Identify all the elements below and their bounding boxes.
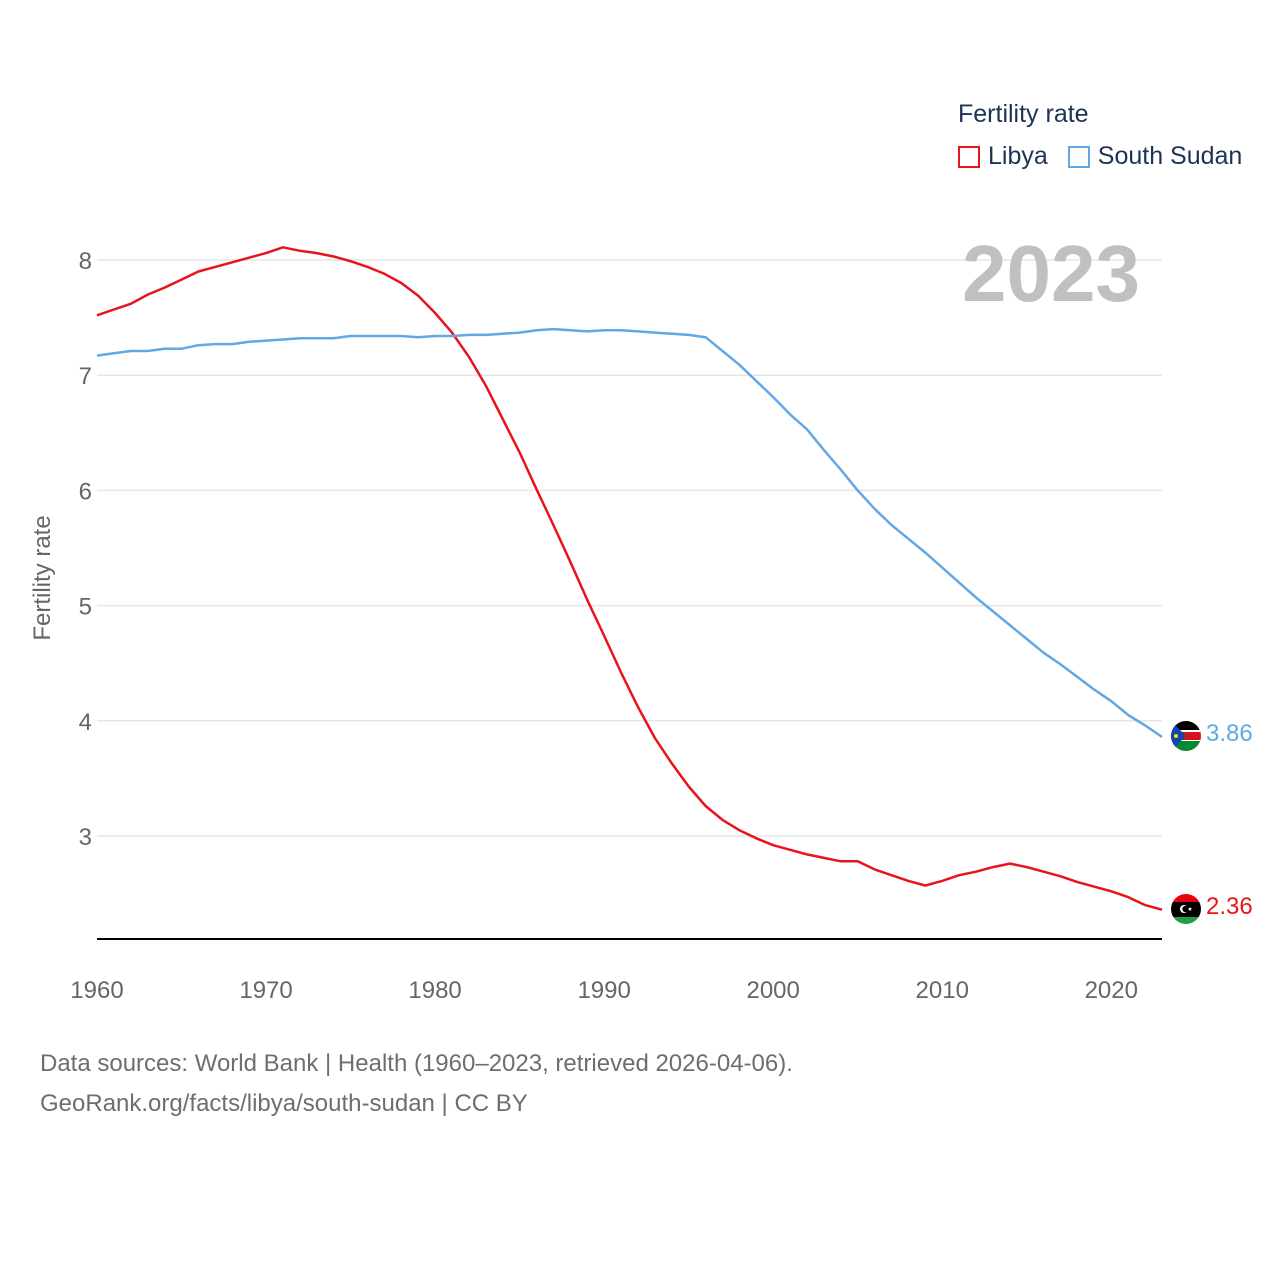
x-tick-label: 1990 <box>577 977 630 1004</box>
end-markers <box>1171 721 1201 924</box>
y-tick-label: 7 <box>79 363 92 390</box>
y-tick-label: 8 <box>79 248 92 275</box>
y-tick-label: 4 <box>79 709 92 736</box>
south-sudan-flag-icon <box>1171 721 1201 751</box>
legend-item-south-sudan[interactable]: South Sudan <box>1067 142 1243 171</box>
legend-label-libya: Libya <box>988 142 1048 170</box>
legend: Libya South Sudan <box>958 142 1262 171</box>
legend-swatch-libya <box>958 145 980 168</box>
series-line-south-sudan[interactable] <box>96 327 1163 738</box>
y-tick-label: 5 <box>79 594 92 621</box>
x-tick-label: 2020 <box>1085 977 1138 1004</box>
legend-label-south-sudan: South Sudan <box>1097 142 1243 170</box>
x-tick-label: 1970 <box>239 977 292 1004</box>
data-sources-text: Data sources: World Bank | Health (1960–… <box>40 1050 793 1077</box>
libya-flag-icon <box>1171 894 1201 924</box>
legend-title: Fertility rate <box>958 100 1089 128</box>
series-line-libya[interactable] <box>96 246 1163 911</box>
footer: Data sources: World Bank | Health (1960–… <box>40 1044 793 1124</box>
x-tick-label: 2000 <box>746 977 799 1004</box>
legend-item-libya[interactable]: Libya <box>958 142 1048 171</box>
x-tick-label: 1960 <box>70 977 123 1004</box>
y-tick-label: 3 <box>79 824 92 851</box>
legend-swatch-south-sudan <box>1067 145 1090 168</box>
libya-end-value: 2.36 <box>1206 893 1253 920</box>
series-lines <box>96 246 1163 911</box>
year-label: 2023 <box>962 229 1140 318</box>
y-axis-ticks: 3 4 5 6 7 8 <box>79 248 92 851</box>
y-axis-label: Fertility rate <box>29 515 56 640</box>
x-axis-ticks: 1960 1970 1980 1990 2000 2010 2020 <box>70 977 1138 1004</box>
south-sudan-end-value: 3.86 <box>1206 720 1253 747</box>
grid-lines <box>97 259 1162 837</box>
x-tick-label: 2010 <box>916 977 969 1004</box>
y-tick-label: 6 <box>79 478 92 505</box>
x-tick-label: 1980 <box>408 977 461 1004</box>
source-url-text: GeoRank.org/facts/libya/south-sudan | CC… <box>40 1090 528 1117</box>
